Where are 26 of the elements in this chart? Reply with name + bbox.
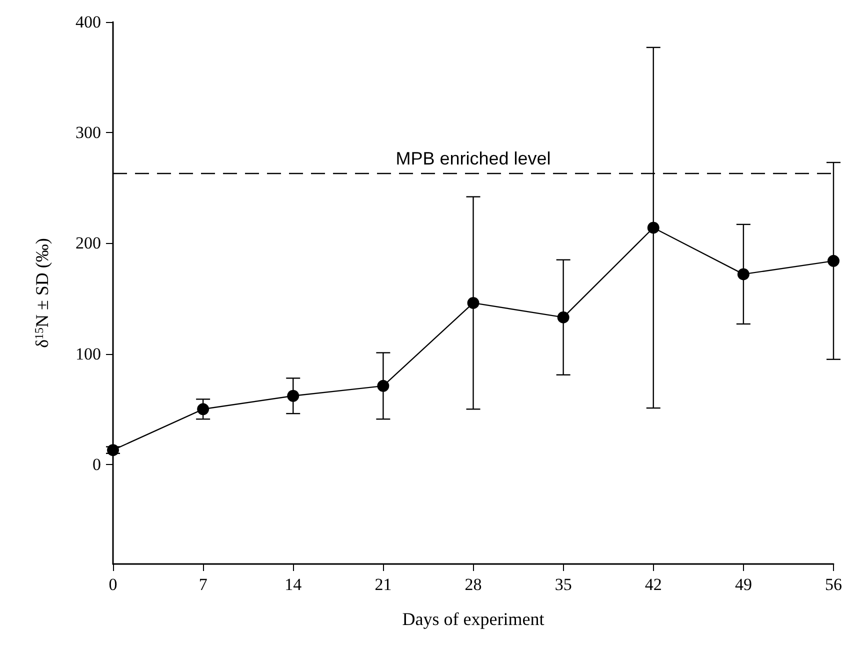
x-tick-label: 28 — [464, 575, 482, 594]
point — [828, 254, 840, 267]
x-tick-label: 49 — [734, 575, 752, 594]
y-tick-label: 0 — [92, 454, 101, 474]
x-tick-label: 0 — [108, 575, 118, 594]
y-axis-title: δ15N ± SD (‰) — [32, 238, 52, 348]
point — [647, 222, 660, 234]
point — [377, 380, 390, 392]
ref-line-label: MPB enriched level — [396, 148, 551, 169]
point — [197, 403, 210, 416]
x-axis-title: Days of experiment — [402, 609, 544, 629]
x-tick-label: 7 — [198, 575, 208, 594]
point — [737, 268, 750, 280]
y-tick-label: 300 — [76, 123, 101, 142]
point — [107, 444, 119, 456]
point — [557, 311, 570, 324]
y-tick-label: 200 — [76, 234, 101, 253]
x-tick-label: 56 — [825, 575, 842, 594]
x-tick-label: 21 — [374, 575, 392, 594]
point — [467, 296, 480, 309]
y-tick-label: 100 — [76, 344, 101, 364]
point — [287, 390, 300, 402]
x-tick-label: 35 — [554, 575, 572, 594]
y-tick-label: 400 — [76, 12, 101, 32]
x-tick-label: 14 — [284, 575, 302, 594]
x-tick-label: 42 — [644, 575, 662, 594]
